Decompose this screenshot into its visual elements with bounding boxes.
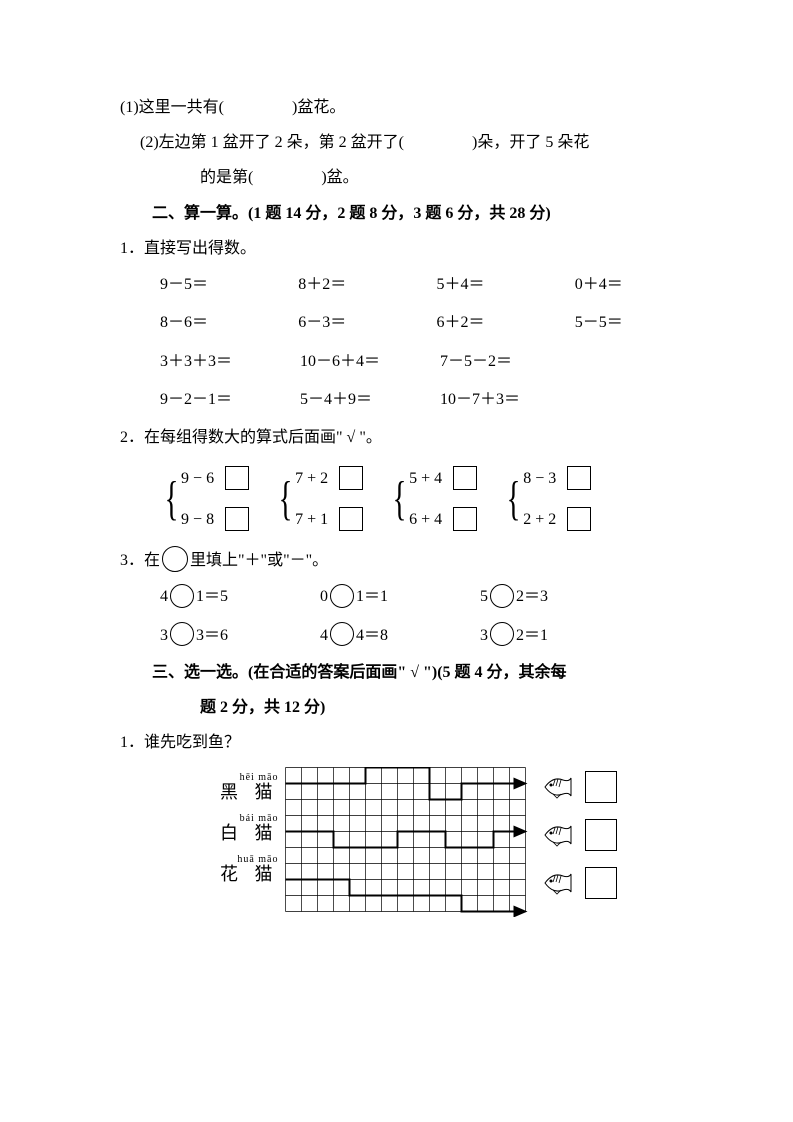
expr: 9 − 6: [181, 461, 225, 496]
expr: 8 − 3: [523, 461, 567, 496]
fish-row: [541, 771, 617, 803]
text: 里填上"＋"或"－"。: [190, 552, 328, 569]
text: 3．在: [120, 552, 160, 569]
fish-row: [541, 867, 617, 899]
text: )盆花。: [292, 99, 345, 116]
expr: 7 + 1: [295, 502, 339, 537]
brace-icon: {: [507, 475, 521, 523]
q2-1-title: 1．直接写出得数。: [120, 231, 713, 266]
q3-cell: 52＝3: [480, 578, 640, 616]
answer-box[interactable]: [339, 466, 363, 490]
q1-line2: (2)左边第 1 盆开了 2 朵，第 2 盆开了( )朵，开了 5 朵花: [140, 125, 713, 160]
brace-group: { 8 − 3 2 + 2: [502, 461, 591, 537]
fish-icon: [541, 870, 575, 896]
eq: 9－2－1＝: [160, 381, 300, 419]
eq-row-1: 9－5＝ 8＋2＝ 5＋4＝ 0＋4＝: [160, 266, 713, 304]
answer-box[interactable]: [225, 466, 249, 490]
q2-3-title: 3．在 里填上"＋"或"－"。: [120, 543, 713, 578]
cat-label: 黑 猫: [220, 783, 279, 801]
circle-blank[interactable]: [170, 584, 194, 608]
eq: 10－6＋4＝: [300, 343, 440, 381]
q3-cell: 32＝1: [480, 617, 640, 655]
fish-row: [541, 819, 617, 851]
check-text: √: [406, 664, 423, 681]
text: ")(5 题 4 分，其余每: [423, 664, 567, 681]
q3-cell: 41＝5: [160, 578, 320, 616]
eq: 10－7＋3＝: [440, 381, 580, 419]
q1-line3: 的是第( )盆。: [200, 160, 713, 195]
circle-blank[interactable]: [490, 584, 514, 608]
answer-box[interactable]: [567, 466, 591, 490]
q3-cell: 44＝8: [320, 617, 480, 655]
cat-label: 花 猫: [220, 865, 279, 883]
answer-box[interactable]: [339, 507, 363, 531]
text: (1)这里一共有(: [120, 99, 224, 116]
cat-label: 白 猫: [220, 824, 279, 842]
answer-box[interactable]: [453, 466, 477, 490]
eq-row-2: 8－6＝ 6－3＝ 6＋2＝ 5－5＝: [160, 304, 713, 342]
fish-icon: [541, 774, 575, 800]
answer-box[interactable]: [567, 507, 591, 531]
eq: 8－6＝: [160, 304, 298, 342]
eq: 9－5＝: [160, 266, 298, 304]
circle-blank[interactable]: [170, 622, 194, 646]
eq-row-3: 3＋3＋3＝ 10－6＋4＝ 7－5－2＝: [160, 343, 713, 381]
q1-line1: (1)这里一共有( )盆花。: [120, 90, 713, 125]
q3-1-title: 1．谁先吃到鱼？: [120, 725, 713, 760]
brace-group: { 7 + 2 7 + 1: [274, 461, 363, 537]
answer-box[interactable]: [225, 507, 249, 531]
eq: 6＋2＝: [437, 304, 575, 342]
text: 的是第(: [200, 169, 253, 186]
answer-box[interactable]: [585, 771, 617, 803]
text: 三、选一选。(在合适的答案后面画": [152, 664, 406, 681]
expr: 2 + 2: [523, 502, 567, 537]
expr: 5 + 4: [409, 461, 453, 496]
expr: 7 + 2: [295, 461, 339, 496]
brace-icon: {: [165, 475, 179, 523]
fish-icon: [541, 822, 575, 848]
groups: { 9 − 6 9 − 8 { 7 + 2 7 + 1 { 5 + 4 6 + …: [160, 461, 713, 537]
brace-icon: {: [279, 475, 293, 523]
section3-title: 三、选一选。(在合适的答案后面画" √ ")(5 题 4 分，其余每: [152, 655, 713, 690]
puzzle: hēi māo黑 猫bái māo白 猫huā māo花 猫: [220, 767, 713, 917]
circle-blank[interactable]: [330, 584, 354, 608]
text: (2)左边第 1 盆开了 2 朵，第 2 盆开了(: [140, 134, 404, 151]
grid: [285, 767, 533, 917]
circle-blank[interactable]: [330, 622, 354, 646]
eq: 5＋4＝: [437, 266, 575, 304]
brace-group: { 9 − 6 9 − 8: [160, 461, 249, 537]
q3-rows: 41＝501＝152＝333＝644＝832＝1: [160, 578, 713, 655]
section2-title: 二、算一算。(1 题 14 分，2 题 8 分，3 题 6 分，共 28 分): [152, 196, 713, 231]
eq: 5－4＋9＝: [300, 381, 440, 419]
expr: 6 + 4: [409, 502, 453, 537]
eq: 7－5－2＝: [440, 343, 580, 381]
labels-col: hēi māo黑 猫bái māo白 猫huā māo花 猫: [220, 767, 279, 890]
text: )盆。: [321, 169, 358, 186]
q3-cell: 01＝1: [320, 578, 480, 616]
q3-row: 33＝644＝832＝1: [160, 617, 713, 655]
brace-icon: {: [393, 475, 407, 523]
expr: 9 − 8: [181, 502, 225, 537]
eq-row-4: 9－2－1＝ 5－4＋9＝ 10－7＋3＝: [160, 381, 713, 419]
answer-box[interactable]: [453, 507, 477, 531]
q2-2-title: 2．在每组得数大的算式后面画" √ "。: [120, 420, 713, 455]
eq: 8＋2＝: [298, 266, 436, 304]
right-col: [541, 771, 617, 899]
q3-cell: 33＝6: [160, 617, 320, 655]
section3-title-2: 题 2 分，共 12 分): [200, 690, 713, 725]
answer-box[interactable]: [585, 867, 617, 899]
eq: 0＋4＝: [575, 266, 713, 304]
circle-blank[interactable]: [490, 622, 514, 646]
text: )朵，开了 5 朵花: [472, 134, 589, 151]
circle-icon: [162, 546, 188, 572]
q3-row: 41＝501＝152＝3: [160, 578, 713, 616]
answer-box[interactable]: [585, 819, 617, 851]
eq: 3＋3＋3＝: [160, 343, 300, 381]
eq: 6－3＝: [298, 304, 436, 342]
eq: 5－5＝: [575, 304, 713, 342]
brace-group: { 5 + 4 6 + 4: [388, 461, 477, 537]
